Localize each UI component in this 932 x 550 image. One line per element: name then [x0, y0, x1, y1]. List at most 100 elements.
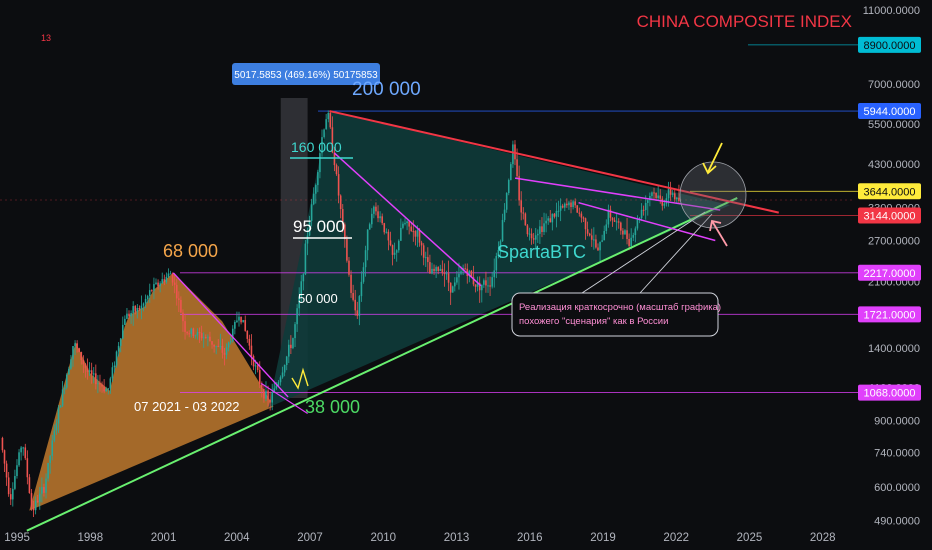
candle-body [483, 280, 485, 285]
candle [36, 494, 39, 503]
candle [485, 271, 487, 293]
candle-body [244, 320, 247, 331]
candle [566, 198, 568, 208]
candle [493, 258, 496, 288]
price-badge-bg [858, 183, 921, 200]
candle [640, 203, 643, 221]
price-badge[interactable]: 3144.0000 [858, 207, 921, 224]
candle [227, 341, 230, 352]
candle-body [350, 274, 352, 293]
candle-body [128, 313, 130, 317]
candle-body [439, 268, 442, 271]
candle-body [302, 274, 305, 282]
candle [632, 232, 635, 241]
candle [45, 473, 47, 499]
candle-body [400, 227, 402, 241]
candle-body [445, 273, 448, 275]
candle-body [153, 284, 155, 291]
candle [99, 374, 101, 392]
candle [82, 355, 85, 373]
candle [520, 191, 523, 221]
candle [590, 228, 593, 247]
candle [449, 282, 452, 305]
price-badge[interactable]: 2217.0000 [858, 264, 921, 281]
candle [296, 304, 298, 332]
price-badge[interactable]: 8900.0000 [858, 36, 921, 53]
price-badge-bg [858, 306, 921, 323]
candle [657, 185, 659, 201]
candle-body [234, 321, 236, 329]
candle-body [607, 209, 610, 225]
candle-body [586, 229, 589, 234]
candle [480, 284, 483, 303]
x-tick-label: 2028 [810, 532, 836, 544]
candle-body [387, 231, 390, 241]
candle-body [406, 221, 408, 224]
candle [439, 264, 442, 272]
candle-body [447, 273, 450, 283]
price-badge-label: 5944.0000 [864, 106, 916, 118]
candle [236, 311, 238, 324]
candle-body [485, 280, 487, 286]
price-badge-bg [858, 384, 921, 401]
candle [26, 450, 29, 485]
candle-body [628, 238, 630, 246]
candle-body [551, 213, 554, 223]
pre-2006-trendline [172, 272, 289, 398]
candle [175, 279, 178, 306]
candle [547, 216, 549, 225]
candle-body [534, 235, 537, 240]
candle [109, 376, 112, 394]
y-tick-label: 740.0000 [874, 448, 920, 460]
candle-body [441, 268, 444, 274]
candle-body [634, 228, 637, 236]
candle-body [49, 455, 51, 463]
candle-body [491, 277, 493, 287]
candle-body [136, 307, 139, 312]
candle-body [109, 378, 112, 389]
candle-body [281, 372, 284, 378]
candle-body [676, 197, 678, 200]
candle [487, 277, 489, 293]
candle [165, 272, 168, 284]
price-badge-label: 1068.0000 [864, 388, 916, 400]
price-badge-bg [858, 264, 921, 281]
candle-body [530, 233, 533, 239]
candle-body [329, 113, 332, 128]
candle-body [115, 351, 118, 366]
candle-body [385, 231, 388, 233]
price-badge[interactable]: 1068.0000 [858, 384, 921, 401]
price-badge-bg [858, 36, 921, 53]
candle [676, 196, 678, 204]
candle-body [468, 270, 471, 277]
candle-body [130, 313, 132, 317]
candle [188, 330, 190, 338]
candle [124, 315, 126, 326]
candle-body [559, 205, 562, 211]
candle-body [117, 345, 120, 352]
price-badge[interactable]: 1721.0000 [858, 306, 921, 323]
candle-body [383, 223, 386, 233]
candle [288, 339, 290, 363]
candle [119, 337, 122, 353]
candle-body [451, 286, 454, 293]
candle-body [252, 356, 255, 367]
axes[interactable]: 11000.0000 8900.0000 7000.0000 5500.0000 430… [4, 5, 921, 544]
price-badge[interactable]: 5944.0000 [858, 103, 921, 120]
candle-body [213, 344, 215, 347]
candle-body [659, 195, 662, 199]
candle [522, 207, 525, 220]
candle-body [59, 405, 62, 408]
candle [474, 284, 477, 293]
price-badge[interactable]: 3644.0000 [858, 183, 921, 200]
candle-body [219, 346, 222, 348]
y-tick-label: 5500.0000 [868, 119, 920, 131]
candle-body [617, 221, 620, 223]
candle-body [476, 282, 479, 287]
label-period: 07 2021 - 03 2022 [134, 399, 240, 414]
candle [9, 487, 12, 505]
candle-body [395, 250, 398, 253]
y-tick-label: 1400.0000 [868, 343, 920, 355]
candle-body [167, 273, 170, 277]
